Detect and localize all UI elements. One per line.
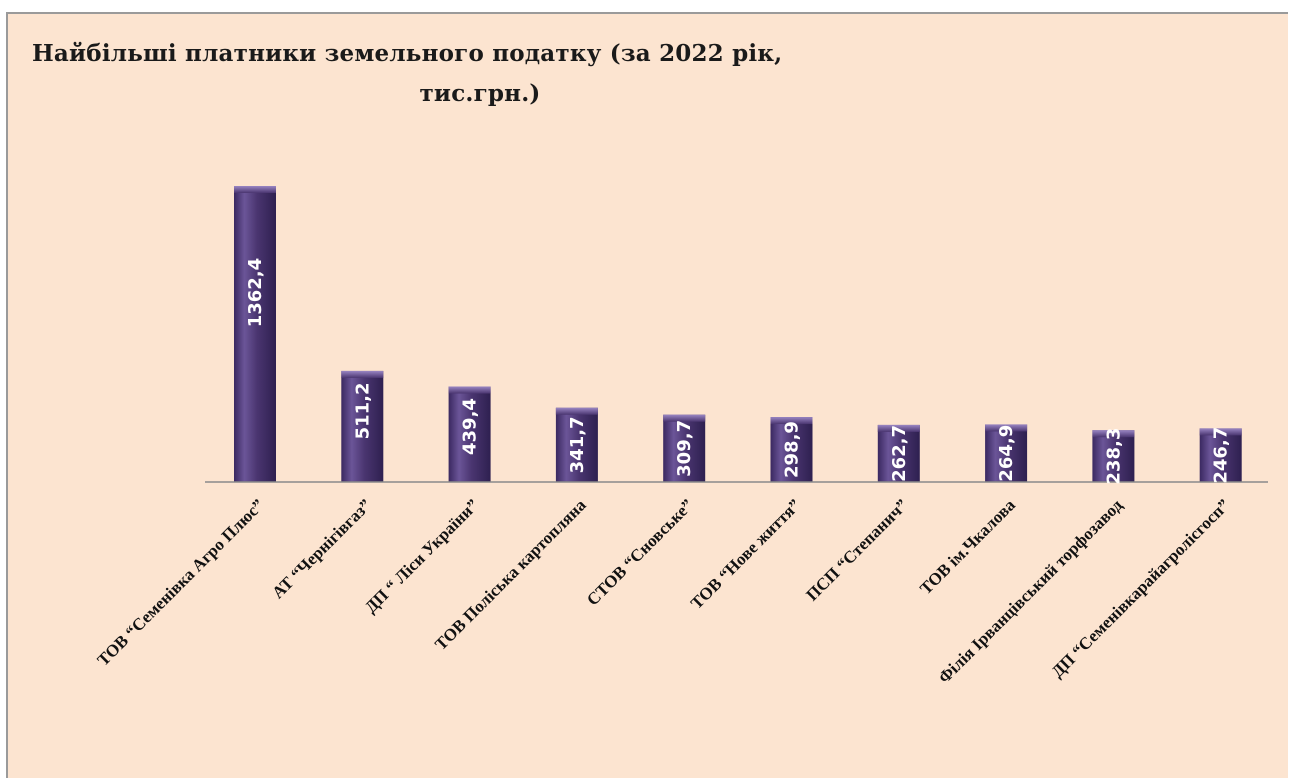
- bar-cap: [1092, 430, 1135, 438]
- chart-title: Найбільші платники земельного податку (з…: [30, 34, 930, 114]
- bar: [555, 407, 598, 482]
- bar: [1199, 428, 1242, 482]
- chart-title-line-1: Найбільші платники земельного податку (з…: [32, 40, 783, 67]
- category-tick-label: АТ “Чернігівгаз”: [268, 495, 375, 602]
- bar-cap: [1199, 428, 1242, 436]
- bar: [341, 370, 384, 482]
- category-tick-label: ТОВ “Нове життя”: [687, 495, 804, 612]
- bar-cap: [663, 414, 706, 422]
- bar-value-label: 246,7: [1211, 427, 1232, 484]
- bar: [770, 417, 813, 482]
- bar: [1092, 430, 1135, 482]
- bar-value-label: 264,9: [996, 425, 1017, 482]
- category-tick-label: ДП “ Ліси України”: [361, 495, 482, 616]
- bar-value-label: 341,7: [567, 416, 588, 473]
- chart-frame: [6, 12, 1288, 778]
- bar-cap: [985, 424, 1028, 432]
- bar-value-label: 1362,4: [245, 258, 266, 327]
- bar-cap: [555, 407, 598, 415]
- chart-title-line-2: тис.грн.): [419, 80, 541, 107]
- bar: [448, 386, 491, 482]
- bar-cap: [877, 424, 920, 432]
- bar-value-label: 262,7: [889, 425, 910, 482]
- bar-cap: [234, 186, 276, 193]
- bar: [663, 414, 706, 482]
- category-tick-label: ПСП “Степанич”: [802, 495, 911, 604]
- bar: [985, 424, 1028, 482]
- category-tick-label: СТОВ “Сновське”: [583, 495, 697, 609]
- bar: [877, 424, 920, 482]
- bar-cap: [341, 370, 384, 378]
- bar-value-label: 439,4: [460, 398, 481, 455]
- bar-cap: [448, 386, 491, 394]
- category-tick-label: Філія Ірванцівський торфозавод: [935, 495, 1127, 687]
- bar-value-label: 238,3: [1103, 428, 1124, 485]
- bar-value-label: 309,7: [674, 420, 695, 477]
- bar-value-label: 298,9: [782, 421, 803, 478]
- bar-value-label: 511,2: [352, 382, 373, 439]
- category-tick-label: ТОВ “Семенівка Агро Плюс”: [93, 495, 267, 669]
- bar-cap: [770, 417, 813, 425]
- category-tick-label: ТОВ ім.Чкалова: [916, 495, 1019, 598]
- category-tick-label: ДП “Семенівкарайагролісгосп”: [1048, 495, 1234, 681]
- bar: [234, 186, 276, 482]
- bars-layer: [234, 186, 1242, 482]
